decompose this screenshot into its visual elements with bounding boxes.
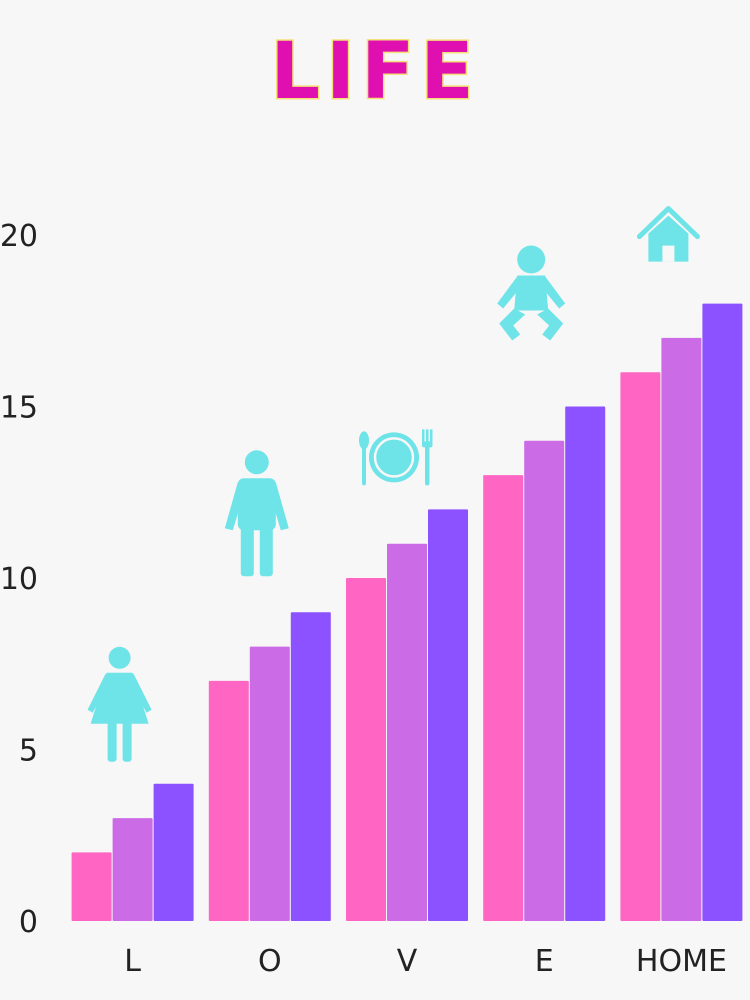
bar-o-series-3 <box>290 612 331 921</box>
x-tick-label-e: E <box>535 944 554 979</box>
x-tick-label-v: V <box>397 944 418 979</box>
y-tick-label-10: 10 <box>0 562 38 597</box>
plate-utensils-icon <box>359 429 433 486</box>
chart-title: LIFE <box>270 27 479 117</box>
stage-icons <box>87 206 700 762</box>
y-tick-label-5: 5 <box>19 734 38 769</box>
man-icon <box>224 450 289 577</box>
bar-l-series-2 <box>112 818 153 921</box>
bar-v-series-3 <box>428 509 468 921</box>
bar-home-series-3 <box>702 303 743 922</box>
bar-e-series-1 <box>483 475 524 921</box>
y-tick-label-20: 20 <box>0 219 38 254</box>
bar-o-series-1 <box>208 680 249 921</box>
y-tick-label-0: 0 <box>19 905 38 940</box>
x-tick-label-o: O <box>258 944 282 979</box>
bar-e-series-3 <box>565 406 606 921</box>
y-tick-label-15: 15 <box>0 391 38 426</box>
bar-l-series-1 <box>71 852 112 921</box>
y-axis-ticks: 0 5 10 15 20 <box>0 219 38 940</box>
bar-home-series-2 <box>661 337 702 921</box>
baby-icon <box>497 245 566 341</box>
x-axis-ticks: L O V E HOME <box>124 944 727 979</box>
bar-e-series-2 <box>524 440 565 921</box>
bar-v-series-2 <box>387 543 427 921</box>
x-tick-label-home: HOME <box>636 944 727 979</box>
woman-icon <box>87 646 152 762</box>
bar-o-series-2 <box>249 646 290 921</box>
bar-home-series-1 <box>620 372 661 921</box>
bars <box>71 303 743 922</box>
bar-v-series-1 <box>346 578 386 921</box>
bar-l-series-3 <box>153 783 194 921</box>
x-tick-label-l: L <box>124 944 141 979</box>
house-icon <box>636 206 700 262</box>
